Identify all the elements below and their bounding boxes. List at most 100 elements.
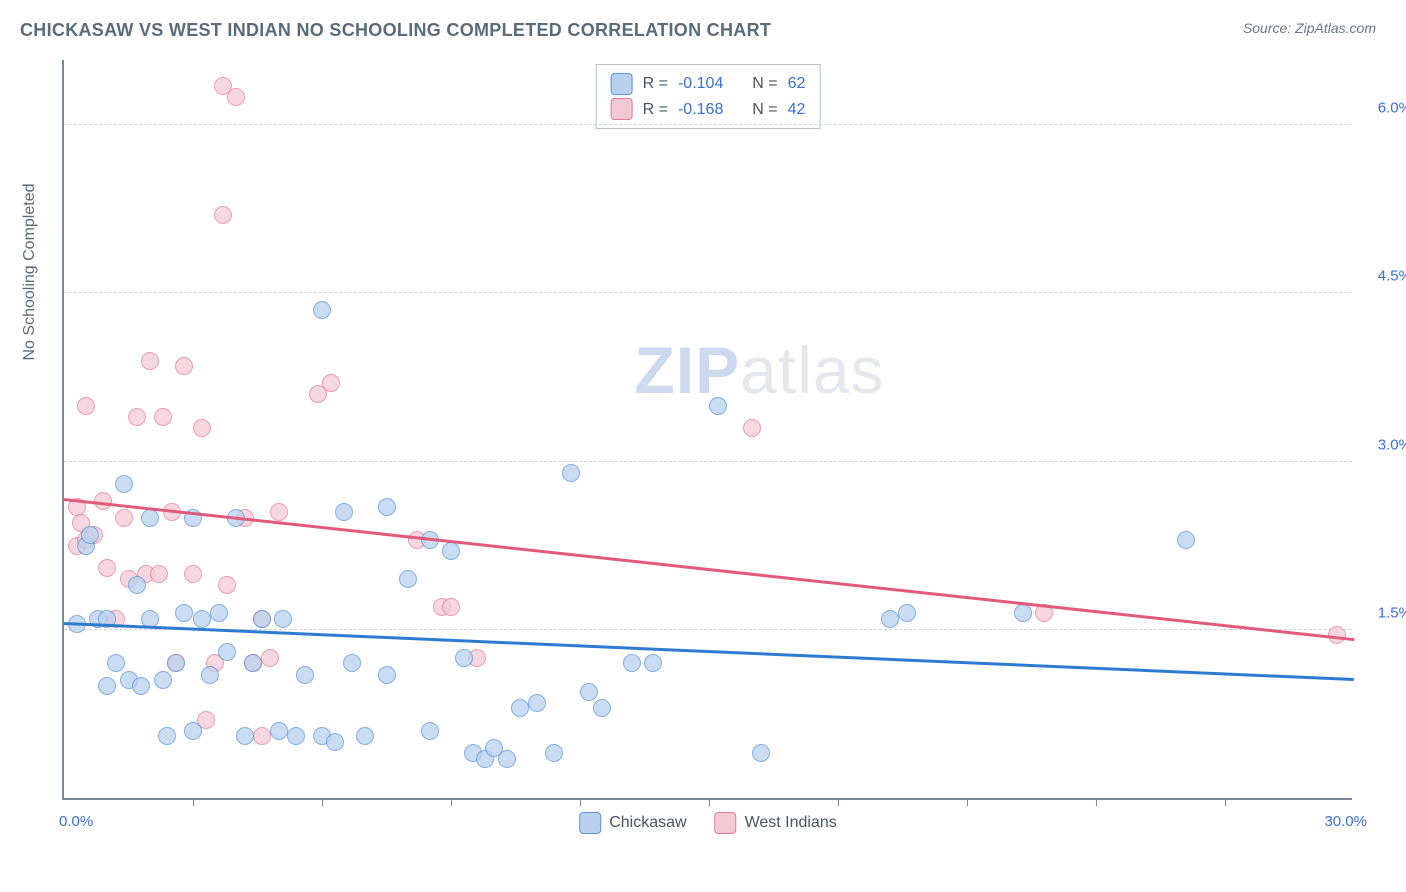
source-attribution: Source: ZipAtlas.com [1243,20,1376,36]
x-tick [838,798,839,806]
data-point [709,397,727,415]
stats-row-chickasaw: R = -0.104 N = 62 [611,71,806,97]
data-point [356,727,374,745]
watermark-zip: ZIP [634,333,740,407]
r-label: R = [643,97,668,123]
data-point [421,722,439,740]
x-tick [193,798,194,806]
data-point [335,503,353,521]
data-point [442,542,460,560]
data-point [184,565,202,583]
data-point [378,666,396,684]
data-point [150,565,168,583]
data-point [218,576,236,594]
data-point [623,654,641,672]
data-point [313,301,331,319]
n-value-chickasaw: 62 [788,71,806,97]
data-point [545,744,563,762]
y-tick-label: 4.5% [1378,268,1406,285]
data-point [378,498,396,516]
n-label: N = [752,71,777,97]
data-point [644,654,662,672]
data-point [270,503,288,521]
data-point [210,604,228,622]
legend: Chickasaw West Indians [579,812,837,834]
data-point [296,666,314,684]
x-tick [967,798,968,806]
data-point [128,576,146,594]
watermark-atlas: atlas [740,333,884,407]
data-point [81,526,99,544]
data-point [141,509,159,527]
data-point [154,671,172,689]
n-label: N = [752,97,777,123]
swatch-chickasaw [611,73,633,95]
data-point [442,598,460,616]
data-point [253,610,271,628]
data-point [214,206,232,224]
r-label: R = [643,71,668,97]
data-point [201,666,219,684]
data-point [898,604,916,622]
data-point [322,374,340,392]
x-axis-max-label: 30.0% [1324,813,1367,830]
data-point [115,475,133,493]
legend-item-chickasaw: Chickasaw [579,812,686,834]
data-point [98,677,116,695]
data-point [1014,604,1032,622]
plot-area: ZIPatlas R = -0.104 N = 62 R = -0.168 N … [62,60,1352,800]
data-point [77,397,95,415]
chart-container: No Schooling Completed ZIPatlas R = -0.1… [52,60,1372,820]
data-point [154,408,172,426]
gridline [64,124,1352,125]
legend-item-westindians: West Indians [715,812,837,834]
data-point [562,464,580,482]
data-point [399,570,417,588]
watermark: ZIPatlas [634,332,884,408]
data-point [107,654,125,672]
data-point [128,408,146,426]
data-point [227,88,245,106]
gridline [64,461,1352,462]
data-point [343,654,361,672]
data-point [274,610,292,628]
data-point [244,654,262,672]
x-tick [1225,798,1226,806]
data-point [752,744,770,762]
legend-swatch-westindians [715,812,737,834]
legend-label-westindians: West Indians [745,814,837,832]
data-point [270,722,288,740]
stats-row-westindians: R = -0.168 N = 42 [611,97,806,123]
data-point [1177,531,1195,549]
trend-line [64,622,1354,681]
data-point [184,722,202,740]
source-name: ZipAtlas.com [1295,20,1376,36]
data-point [326,733,344,751]
x-tick [451,798,452,806]
data-point [132,677,150,695]
data-point [511,699,529,717]
y-tick-label: 6.0% [1378,100,1406,117]
y-axis-label: No Schooling Completed [21,184,39,361]
gridline [64,292,1352,293]
x-axis-min-label: 0.0% [59,813,93,830]
data-point [218,643,236,661]
x-tick [709,798,710,806]
y-tick-label: 1.5% [1378,604,1406,621]
data-point [98,559,116,577]
legend-swatch-chickasaw [579,812,601,834]
data-point [253,727,271,745]
source-prefix: Source: [1243,20,1295,36]
r-value-westindians: -0.168 [678,97,723,123]
legend-label-chickasaw: Chickasaw [609,814,686,832]
y-tick-label: 3.0% [1378,436,1406,453]
data-point [175,357,193,375]
stats-box: R = -0.104 N = 62 R = -0.168 N = 42 [596,64,821,129]
x-tick [1096,798,1097,806]
data-point [261,649,279,667]
data-point [287,727,305,745]
r-value-chickasaw: -0.104 [678,71,723,97]
data-point [167,654,185,672]
data-point [158,727,176,745]
data-point [141,352,159,370]
